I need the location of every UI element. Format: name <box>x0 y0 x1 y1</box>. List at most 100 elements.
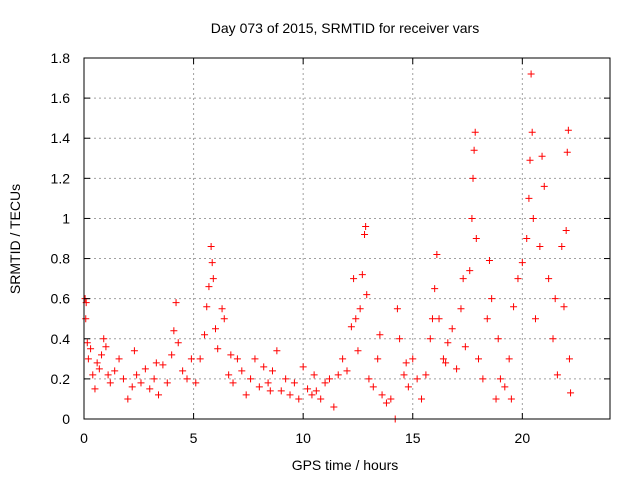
data-point <box>277 387 285 395</box>
y-tick-label: 1.4 <box>51 130 71 146</box>
data-point <box>538 152 546 160</box>
y-tick-label: 0.6 <box>51 291 71 307</box>
data-point <box>529 214 537 222</box>
data-point <box>453 365 461 373</box>
data-point <box>439 355 447 363</box>
data-point <box>365 375 373 383</box>
data-point <box>402 359 410 367</box>
y-axis-label: SRMTID / TECUs <box>7 184 23 294</box>
data-point <box>374 355 382 363</box>
data-point <box>233 355 241 363</box>
data-point <box>362 222 370 230</box>
data-point <box>89 371 97 379</box>
data-point <box>347 323 355 331</box>
data-point <box>286 391 294 399</box>
x-axis-label: GPS time / hours <box>292 457 399 473</box>
data-point <box>518 259 526 267</box>
data-point <box>523 235 531 242</box>
y-tick-label: 1.8 <box>51 50 71 66</box>
data-point <box>119 375 127 383</box>
data-point <box>551 295 559 303</box>
data-point <box>369 383 377 391</box>
data-point <box>308 391 316 399</box>
data-point <box>124 395 132 403</box>
data-point <box>352 315 360 323</box>
data-point <box>418 395 426 403</box>
data-point <box>255 383 263 391</box>
data-point <box>563 148 571 156</box>
data-point <box>128 383 136 391</box>
data-point <box>461 343 469 351</box>
y-tick-label: 0 <box>62 411 70 427</box>
y-tick-label: 1.2 <box>51 170 71 186</box>
data-point <box>433 251 441 259</box>
data-point <box>102 343 110 351</box>
data-point <box>531 315 539 323</box>
data-point <box>273 347 281 355</box>
data-point <box>170 327 178 335</box>
data-point <box>358 271 366 279</box>
data-point <box>264 379 272 387</box>
data-point <box>459 275 467 283</box>
data-point <box>376 331 384 339</box>
data-point <box>91 385 99 393</box>
data-point <box>214 345 222 353</box>
y-tick-label: 1.6 <box>51 90 71 106</box>
data-point <box>485 257 493 265</box>
data-point <box>488 295 496 303</box>
data-point <box>536 243 544 251</box>
data-point <box>469 174 477 182</box>
data-point <box>426 335 434 343</box>
data-point <box>540 182 548 190</box>
data-point <box>205 283 213 291</box>
data-point <box>387 395 395 403</box>
data-point <box>208 259 216 267</box>
data-point <box>100 335 108 343</box>
data-point <box>209 275 217 283</box>
data-point <box>466 267 474 275</box>
data-point <box>479 375 487 383</box>
y-tick-label: 0.2 <box>51 371 71 387</box>
data-point <box>382 399 390 407</box>
data-point <box>442 359 450 367</box>
data-point <box>174 339 182 347</box>
data-point <box>229 379 237 387</box>
data-point <box>567 389 575 397</box>
data-point <box>354 347 362 355</box>
data-point <box>564 126 572 134</box>
data-point <box>220 315 228 323</box>
data-point <box>115 355 123 363</box>
data-point <box>470 146 478 154</box>
data-point <box>225 371 233 379</box>
plot-frame <box>83 57 611 420</box>
chart-title: Day 073 of 2015, SRMTID for receiver var… <box>211 20 479 36</box>
data-point <box>422 371 430 379</box>
y-tick-label: 0.8 <box>51 251 71 267</box>
data-point <box>111 367 119 375</box>
data-point <box>526 156 534 164</box>
data-point <box>130 347 138 355</box>
data-point <box>268 367 276 375</box>
data-point <box>104 371 112 379</box>
data-point <box>361 230 369 238</box>
data-point <box>483 315 491 323</box>
data-point <box>562 226 570 234</box>
data-point <box>435 315 443 323</box>
data-point <box>527 70 535 78</box>
data-point <box>343 367 351 375</box>
data-point <box>212 325 219 333</box>
data-point <box>150 375 158 383</box>
data-point <box>299 363 307 371</box>
data-point <box>528 128 536 136</box>
data-point <box>325 375 333 383</box>
y-tick-label: 0.4 <box>51 331 71 347</box>
data-point <box>146 385 154 393</box>
data-point <box>339 355 347 363</box>
data-point <box>247 375 255 383</box>
data-point <box>350 275 358 283</box>
data-point <box>560 303 568 311</box>
data-point <box>468 214 476 222</box>
data-point <box>404 383 412 391</box>
data-point <box>363 291 371 299</box>
